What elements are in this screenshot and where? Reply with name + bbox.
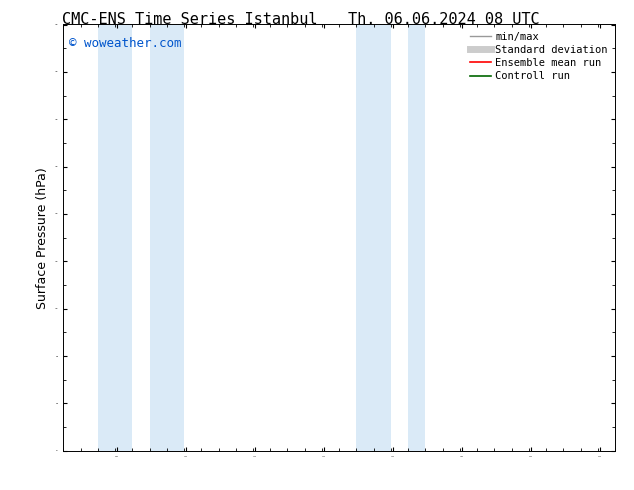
Text: CMC-ENS Time Series Istanbul: CMC-ENS Time Series Istanbul <box>63 12 318 27</box>
Text: © woweather.com: © woweather.com <box>69 37 181 50</box>
Text: Th. 06.06.2024 08 UTC: Th. 06.06.2024 08 UTC <box>348 12 540 27</box>
Y-axis label: Surface Pressure (hPa): Surface Pressure (hPa) <box>37 167 49 309</box>
Bar <box>98 24 133 451</box>
Bar <box>408 24 425 451</box>
Bar <box>150 24 184 451</box>
Bar <box>356 24 391 451</box>
Legend: min/max, Standard deviation, Ensemble mean run, Controll run: min/max, Standard deviation, Ensemble me… <box>468 30 610 83</box>
